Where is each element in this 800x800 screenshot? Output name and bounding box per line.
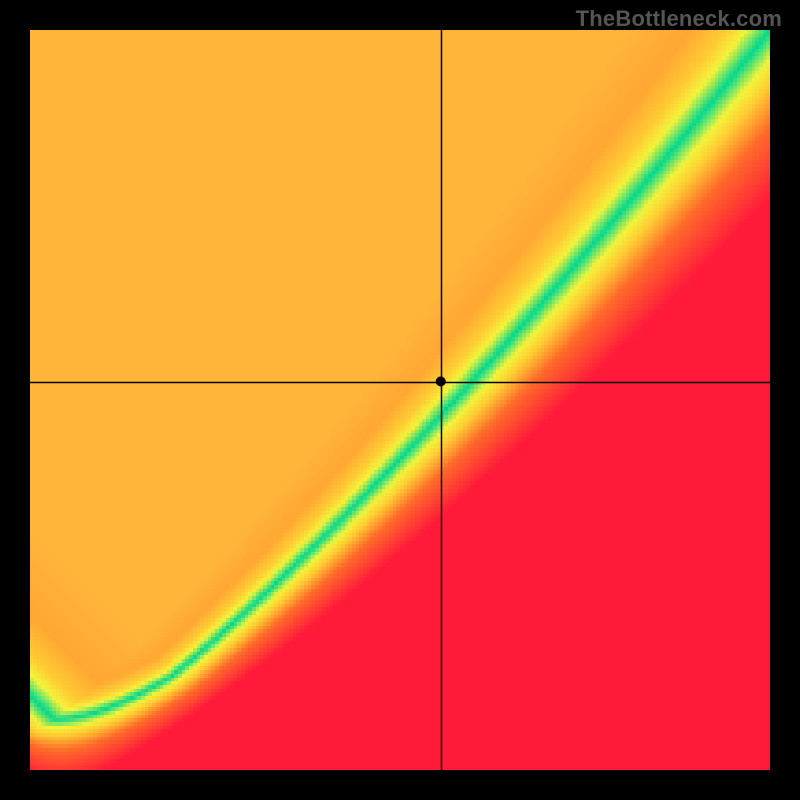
bottleneck-heatmap <box>30 30 770 770</box>
watermark-label: TheBottleneck.com <box>576 6 782 32</box>
